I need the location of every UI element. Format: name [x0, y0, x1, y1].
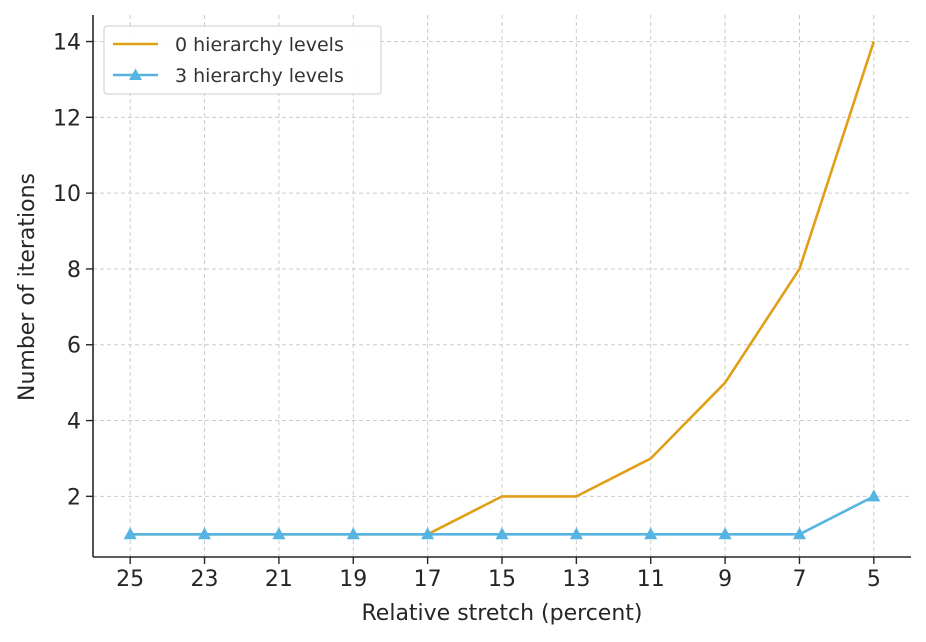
series: [123, 41, 881, 540]
data-point-marker: [793, 527, 806, 540]
x-tick-label: 13: [562, 567, 590, 592]
y-tick-label: 12: [53, 106, 81, 131]
x-axis-title: Relative stretch (percent): [362, 601, 643, 626]
y-axis-title: Number of iterations: [15, 173, 40, 401]
x-tick-label: 9: [718, 567, 732, 592]
data-point-marker: [421, 527, 435, 540]
x-tick-label: 21: [265, 567, 293, 592]
data-point-marker: [198, 527, 211, 540]
y-tick-label: 6: [67, 334, 81, 359]
data-point-marker: [867, 489, 881, 502]
y-tick-label: 10: [53, 182, 81, 207]
x-tick-label: 15: [488, 567, 516, 592]
data-point-marker: [495, 527, 509, 540]
data-point-marker: [644, 527, 658, 540]
data-point-marker: [123, 527, 137, 540]
data-point-marker: [272, 527, 286, 540]
legend-box: [103, 25, 382, 95]
legend-label-series-1: 3 hierarchy levels: [175, 65, 344, 87]
x-tick-label: 11: [637, 567, 665, 592]
x-tick-label: 7: [792, 567, 806, 592]
legend: 0 hierarchy levels 3 hierarchy levels: [103, 25, 382, 95]
y-tick-label: 2: [67, 485, 81, 510]
y-tick-label: 8: [67, 258, 81, 283]
data-point-marker: [569, 527, 583, 540]
data-point-marker: [718, 527, 732, 540]
legend-label-series-0: 0 hierarchy levels: [175, 34, 344, 56]
y-tick-label: 14: [53, 31, 81, 56]
data-point-marker: [346, 527, 360, 540]
legend-marker-triangle-icon: [129, 68, 142, 80]
y-tick-label: 4: [67, 410, 81, 435]
x-tick-label: 17: [414, 567, 442, 592]
x-tick-label: 25: [116, 567, 144, 592]
x-tick-label: 5: [867, 567, 881, 592]
x-tick-label: 23: [191, 567, 219, 592]
x-tick-label: 19: [339, 567, 367, 592]
ticks: 25 23 21 19 17 15 13 11 9 7 5 2 4 6 8 10 12 14: [53, 31, 881, 592]
